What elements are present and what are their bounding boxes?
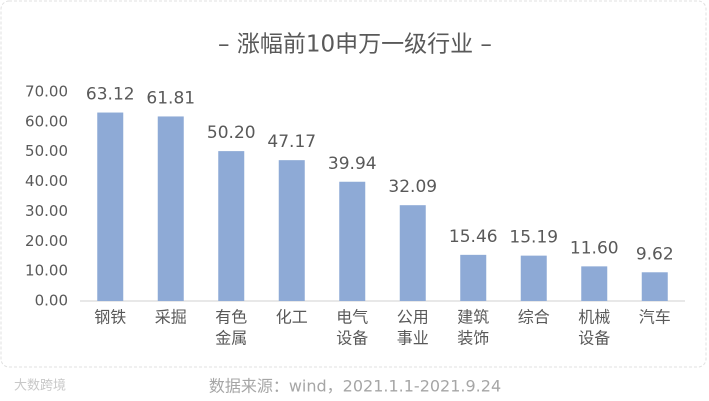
x-tick-label: 设备 <box>336 329 368 348</box>
source-note: 数据来源：wind，2021.1.1-2021.9.24 <box>209 377 501 396</box>
x-tick-label: 汽车 <box>639 308 671 327</box>
y-tick-label: 10.00 <box>25 262 68 280</box>
x-tick-label: 电气 <box>336 308 368 327</box>
bar <box>157 116 184 301</box>
x-tick-label: 机械 <box>578 308 610 327</box>
x-tick-label: 钢铁 <box>94 308 126 327</box>
x-tick-label: 化工 <box>276 308 308 327</box>
value-label: 15.19 <box>509 228 558 248</box>
x-tick-label: 综合 <box>518 308 550 327</box>
y-tick-label: 0.00 <box>35 292 68 310</box>
x-tick-label: 采掘 <box>155 308 187 327</box>
y-tick-label: 70.00 <box>25 83 68 101</box>
bar <box>97 112 124 301</box>
bar <box>520 255 547 301</box>
y-tick-label: 20.00 <box>25 232 68 250</box>
x-tick-label: 有色 <box>215 308 247 327</box>
y-tick-label: 40.00 <box>25 172 68 190</box>
x-tick-label: 事业 <box>397 329 429 348</box>
value-label: 11.60 <box>570 238 619 258</box>
value-label: 61.81 <box>146 88 195 108</box>
value-label: 63.12 <box>86 85 135 105</box>
y-tick-label: 60.00 <box>25 112 68 130</box>
x-tick-label: 建筑 <box>457 308 489 327</box>
bar <box>339 181 366 301</box>
bar <box>218 151 245 301</box>
value-label: 50.20 <box>207 123 256 143</box>
x-tick-label: 金属 <box>215 329 247 348</box>
value-label: 15.46 <box>449 227 498 247</box>
bar <box>460 254 487 301</box>
value-label: 32.09 <box>388 177 437 197</box>
value-label: 9.62 <box>636 244 674 264</box>
value-label: 39.94 <box>328 154 377 174</box>
x-tick-label: 装饰 <box>457 329 489 348</box>
x-tick-label: 设备 <box>578 329 610 348</box>
y-tick-label: 50.00 <box>25 142 68 160</box>
bar <box>278 160 305 301</box>
bar <box>581 266 608 301</box>
bar <box>641 272 668 301</box>
value-label: 47.17 <box>267 132 316 152</box>
watermark: 大数跨境 <box>14 379 66 394</box>
bar <box>399 205 426 301</box>
chart-title: – 涨幅前10申万一级行业 – <box>218 32 492 58</box>
y-tick-label: 30.00 <box>25 202 68 220</box>
x-tick-label: 公用 <box>397 308 429 327</box>
